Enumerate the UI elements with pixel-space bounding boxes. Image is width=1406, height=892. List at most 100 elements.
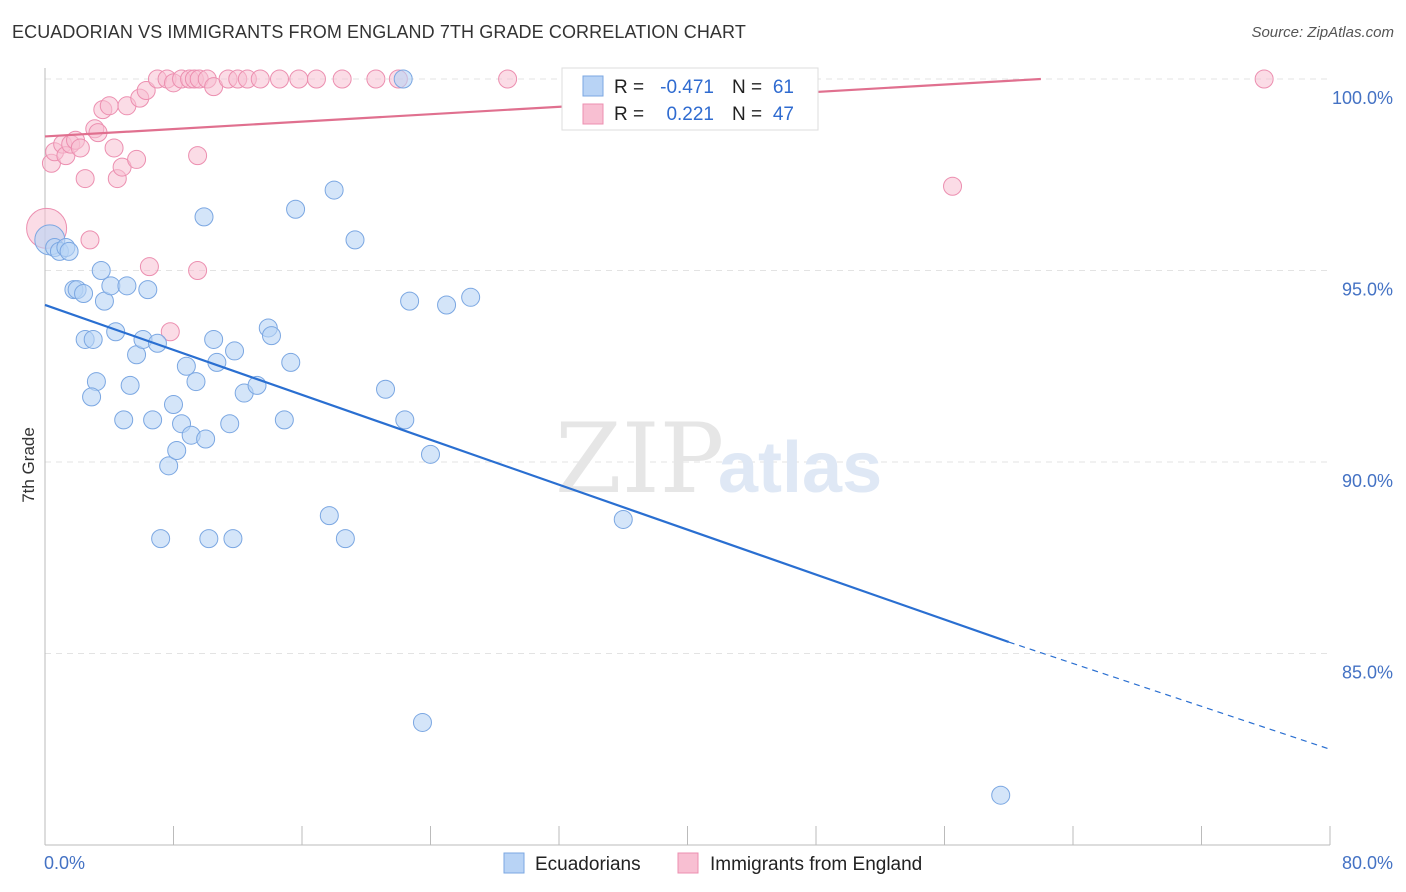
watermark-atlas: atlas (718, 428, 882, 508)
data-point-ecuadorians (324, 180, 344, 200)
data-point-england (139, 257, 159, 277)
data-point-england (104, 138, 124, 158)
data-point-ecuadorians (186, 372, 206, 392)
trend-line-ecuadorians-extension (1008, 641, 1331, 750)
data-point-ecuadorians (274, 410, 294, 430)
data-point-england (250, 69, 270, 89)
data-point-england (943, 176, 963, 196)
data-point-ecuadorians (120, 375, 140, 395)
data-point-england (127, 149, 147, 169)
data-point-england (332, 69, 352, 89)
bottom-legend: Ecuadorians Immigrants from England (503, 852, 922, 875)
data-point-ecuadorians (437, 295, 457, 315)
watermark-zip: ZIP (555, 403, 724, 515)
data-point-ecuadorians (59, 241, 79, 261)
data-point-england (136, 80, 156, 100)
data-point-england (270, 69, 290, 89)
data-point-england (306, 69, 326, 89)
data-point-ecuadorians (117, 276, 137, 296)
y-tick-label: 100.0% (1332, 88, 1393, 108)
data-point-ecuadorians (281, 352, 301, 372)
series-ecuadorians (34, 69, 1011, 805)
data-point-ecuadorians (204, 329, 224, 349)
data-point-ecuadorians (220, 414, 240, 434)
data-point-ecuadorians (164, 395, 183, 415)
data-point-ecuadorians (194, 207, 214, 227)
trend-line-ecuadorians (44, 303, 1010, 644)
data-point-ecuadorians (151, 529, 171, 549)
legend-r-label-1: R = (614, 77, 644, 98)
data-point-england (188, 261, 208, 280)
data-point-england (289, 69, 309, 89)
data-point-england (366, 69, 386, 89)
data-point-ecuadorians (335, 529, 355, 549)
data-point-ecuadorians (261, 326, 281, 346)
data-point-ecuadorians (138, 280, 158, 300)
chart-title: ECUADORIAN VS IMMIGRANTS FROM ENGLAND 7T… (12, 22, 746, 42)
legend-n-value-2: 47 (773, 104, 794, 125)
grid-layer (45, 78, 1330, 654)
data-point-ecuadorians (393, 69, 413, 89)
data-point-ecuadorians (114, 410, 134, 430)
data-point-ecuadorians (461, 287, 481, 307)
top-legend-box (561, 67, 819, 131)
data-point-ecuadorians (613, 509, 633, 529)
y-axis-label: 7th Grade (19, 427, 38, 503)
top-legend: R = -0.471 N = 61 R = 0.221 N = 47 (561, 67, 819, 131)
watermark: ZIP atlas (555, 403, 882, 515)
data-point-ecuadorians (225, 341, 245, 361)
axis-layer: 100.0% 95.0% 90.0% 85.0% (44, 68, 1393, 846)
bottom-legend-label-england: Immigrants from England (710, 854, 922, 875)
legend-swatch-ecuadorians (582, 75, 604, 97)
data-point-ecuadorians (286, 199, 306, 219)
trend-lines (44, 77, 1331, 750)
data-point-ecuadorians (167, 441, 187, 461)
data-point-ecuadorians (159, 456, 179, 476)
data-point-ecuadorians (83, 329, 103, 349)
data-point-ecuadorians (199, 529, 219, 549)
data-point-ecuadorians (82, 387, 102, 407)
data-point-england (80, 230, 100, 250)
data-point-ecuadorians (421, 444, 440, 464)
data-point-ecuadorians (196, 429, 216, 449)
bottom-legend-swatch-england (677, 852, 699, 874)
data-point-england (160, 322, 180, 342)
chart-source: Source: ZipAtlas.com (1251, 24, 1394, 41)
x-tick-min: 0.0% (44, 853, 85, 873)
data-point-england (70, 138, 90, 158)
series-immigrants-from-england (26, 69, 1274, 342)
trend-line-england (44, 77, 1041, 138)
data-point-ecuadorians (412, 712, 432, 732)
data-point-england (188, 146, 208, 166)
legend-r-label-2: R = (614, 104, 644, 125)
data-point-england (498, 69, 518, 89)
legend-n-label-1: N = (732, 77, 762, 98)
data-point-ecuadorians (991, 785, 1011, 805)
legend-n-label-2: N = (732, 104, 762, 125)
data-point-england (99, 96, 119, 116)
data-point-ecuadorians (376, 379, 396, 399)
data-point-ecuadorians (223, 529, 243, 549)
y-tick-label: 95.0% (1342, 280, 1393, 300)
y-tick-label: 90.0% (1342, 471, 1393, 491)
data-point-ecuadorians (176, 356, 196, 376)
data-point-england (1254, 69, 1274, 89)
x-tick-max: 80.0% (1342, 853, 1393, 873)
y-tick-label: 85.0% (1342, 663, 1393, 683)
data-point-ecuadorians (395, 410, 415, 430)
legend-r-value-1: -0.471 (660, 77, 714, 98)
bottom-legend-swatch-ecuadorians (503, 852, 525, 874)
bottom-legend-label-ecuadorians: Ecuadorians (535, 854, 641, 875)
legend-r-value-2: 0.221 (666, 104, 714, 125)
legend-n-value-1: 61 (773, 77, 794, 98)
data-point-ecuadorians (74, 283, 94, 303)
data-point-ecuadorians (345, 230, 365, 250)
data-point-ecuadorians (143, 410, 163, 430)
data-point-ecuadorians (101, 276, 121, 296)
data-point-ecuadorians (91, 261, 111, 280)
data-point-ecuadorians (319, 506, 339, 526)
legend-swatch-england (582, 103, 604, 125)
data-point-england (75, 169, 95, 189)
data-point-ecuadorians (400, 291, 420, 311)
